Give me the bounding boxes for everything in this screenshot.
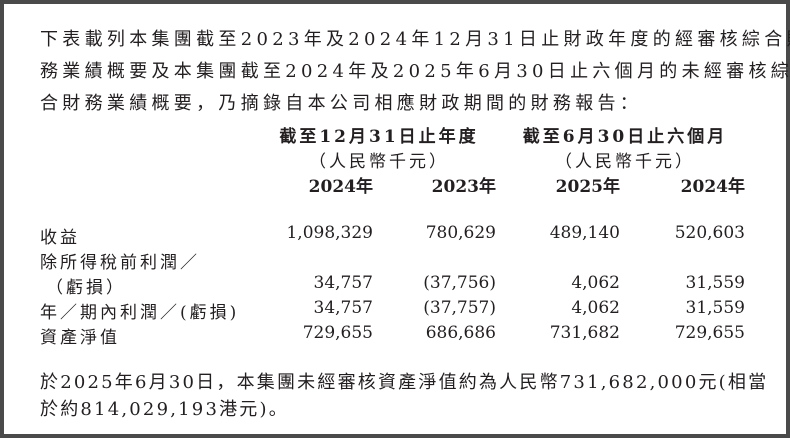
intro-line-2: 務業績概要及本集團截至2024年及2025年6月30日止六個月的未經審核綜	[40, 61, 790, 82]
cell: 780,629	[425, 223, 496, 243]
cell: 31,559	[685, 298, 745, 318]
cell: 34,757	[313, 298, 373, 318]
note-line-2: 於約814,029,193港元)。	[40, 399, 289, 420]
cell: 731,682	[549, 323, 620, 343]
year-header: 2023年	[431, 177, 496, 197]
cell: 4,062	[571, 273, 620, 293]
note-line-1: 於2025年6月30日，本集團未經審核資產淨值約為人民幣731,682,000元…	[40, 372, 769, 393]
year-header: 2024年	[680, 177, 745, 197]
intro-line-3: 合財務業績概要，乃摘錄自本公司相應財政期間的財務報告：	[40, 93, 643, 114]
row-label: 收益	[40, 228, 80, 248]
table-row: 除所得稅前利潤／	[40, 248, 760, 273]
cell: (37,757)	[423, 298, 496, 318]
year-header: 2025年	[555, 177, 620, 197]
cell: 520,603	[674, 223, 745, 243]
table-row: （虧損） 34,757 (37,756) 4,062 31,559	[40, 273, 760, 298]
cell: 729,655	[302, 323, 373, 343]
table-row: 收益 1,098,329 780,629 489,140 520,603	[40, 223, 760, 248]
table-row: 年／期內利潤／(虧損) 34,757 (37,757) 4,062 31,559	[40, 298, 760, 323]
row-label: 除所得稅前利潤／	[40, 253, 200, 273]
cell: 489,140	[549, 223, 620, 243]
row-label: 年／期內利潤／(虧損)	[40, 303, 240, 323]
cell: 31,559	[685, 273, 745, 293]
intro-line-1: 下表載列本集團截至2023年及2024年12月31日止財政年度的經審核綜合財	[40, 29, 790, 50]
cell: (37,756)	[423, 273, 496, 293]
year-header: 2024年	[308, 177, 373, 197]
header-six-months-unit: （人民幣千元）	[555, 152, 695, 172]
header-six-months: 截至6月30日止六個月	[522, 127, 728, 147]
table-row: 資產淨值 729,655 686,686 731,682 729,655	[40, 323, 760, 348]
cell: 1,098,329	[286, 223, 373, 243]
document-page: 下表載列本集團截至2023年及2024年12月31日止財政年度的經審核綜合財 務…	[4, 4, 790, 434]
header-year-end-unit: （人民幣千元）	[309, 152, 449, 172]
cell: 686,686	[425, 323, 496, 343]
cell: 34,757	[313, 273, 373, 293]
cell: 729,655	[674, 323, 745, 343]
header-year-end: 截至12月31日止年度	[279, 127, 479, 147]
row-label: 資產淨值	[40, 328, 120, 348]
cell: 4,062	[571, 298, 620, 318]
row-label: （虧損）	[46, 278, 126, 298]
